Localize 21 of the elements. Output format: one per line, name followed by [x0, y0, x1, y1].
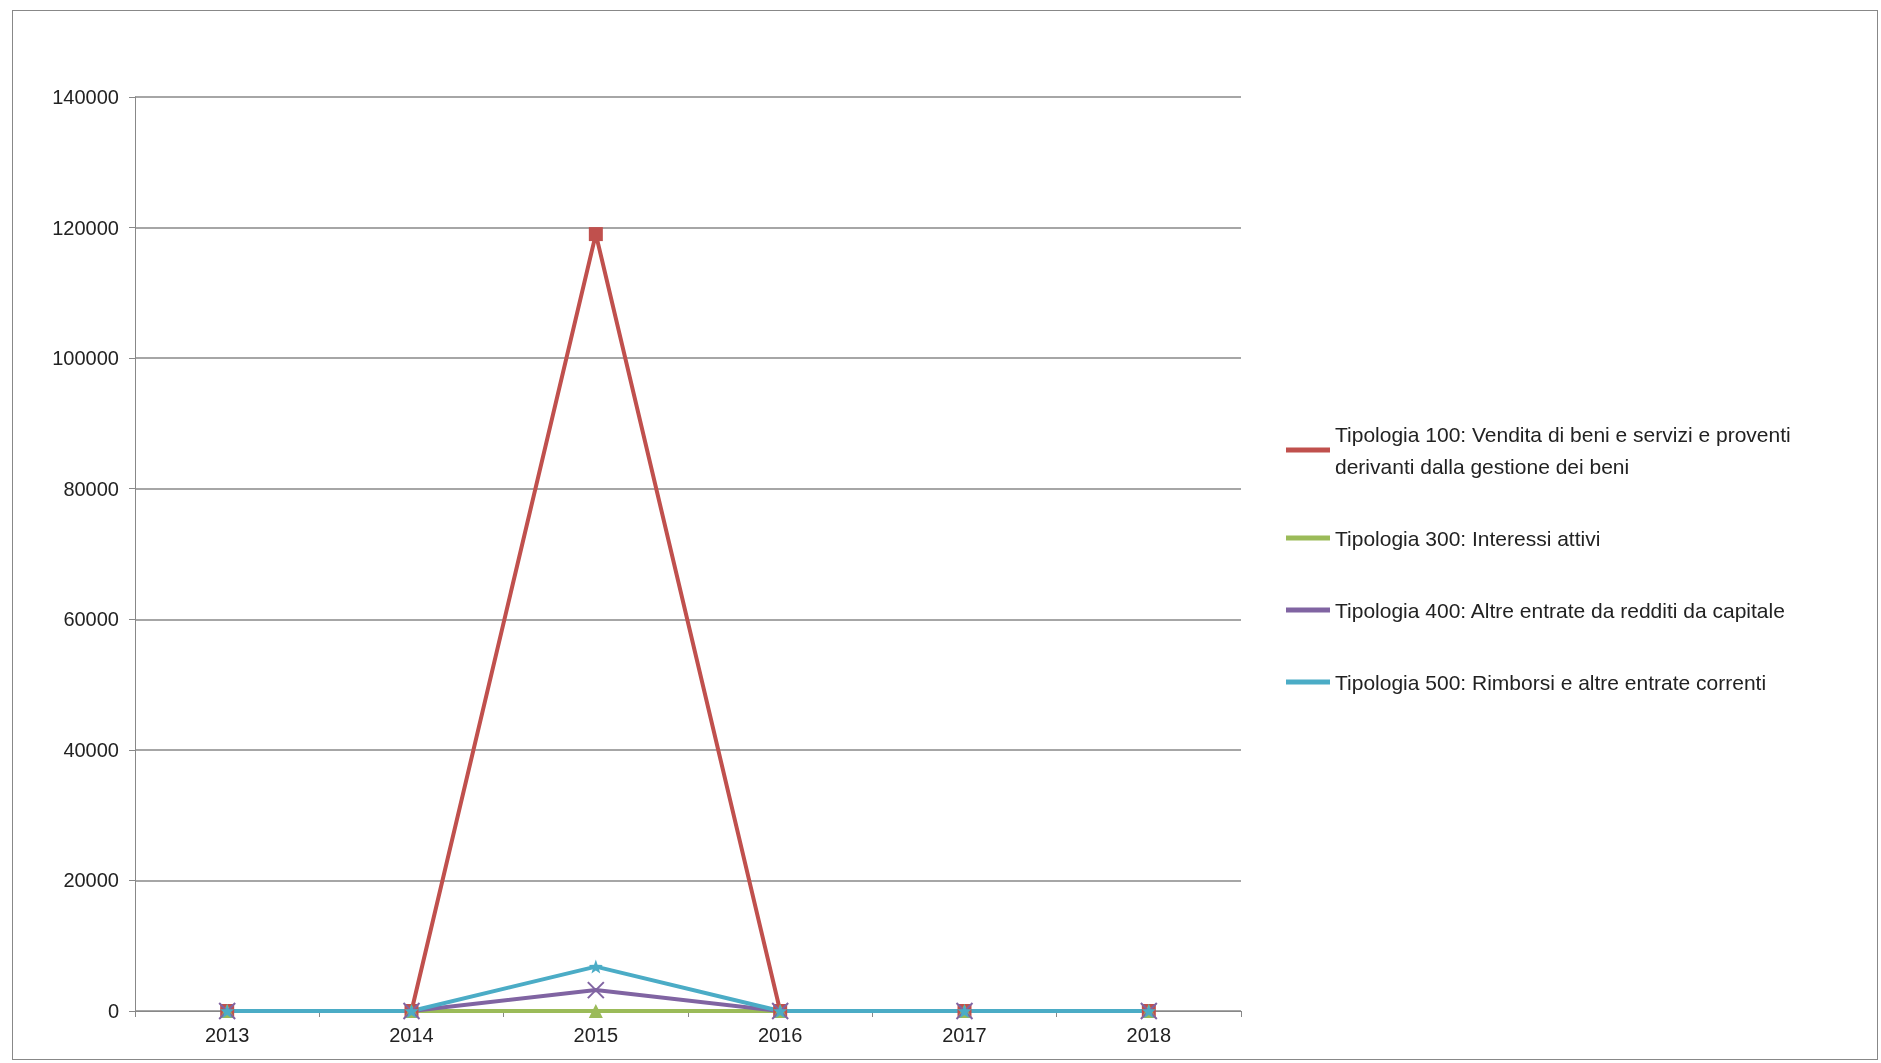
y-tick-label: 40000: [63, 738, 119, 761]
legend-label: Tipologia 500: Rimborsi e altre entrate correnti: [1335, 670, 1767, 694]
x-tick-label: 2014: [389, 1024, 434, 1046]
y-tick-label: 60000: [63, 608, 119, 631]
point: [588, 227, 603, 242]
x-tick-label: 2017: [942, 1024, 987, 1046]
y-tick-label: 100000: [52, 347, 119, 370]
x-tick-label: 2013: [204, 1024, 250, 1046]
y-tick-label: 80000: [63, 477, 119, 500]
x-tick-label: 2016: [757, 1024, 803, 1046]
point: [588, 959, 603, 974]
legend-label: Tipologia 100: Vendita di beni e servizi e proventi derivanti dalla gestione dei beni: [1335, 422, 1797, 478]
y-tick-label: 140000: [52, 86, 119, 108]
y-tick-label: 120000: [52, 216, 119, 239]
legend-label: Tipologia 400: Altre entrate da redditi da capitale: [1335, 598, 1785, 622]
legend-label: Tipologia 300: Interessi attivi: [1335, 526, 1601, 550]
x-tick-label: 2018: [1126, 1024, 1172, 1046]
x-tick-label: 2015: [573, 1024, 619, 1046]
y-tick-label: 0: [107, 1000, 119, 1022]
point: [586, 981, 605, 1000]
y-tick-label: 20000: [63, 869, 119, 892]
